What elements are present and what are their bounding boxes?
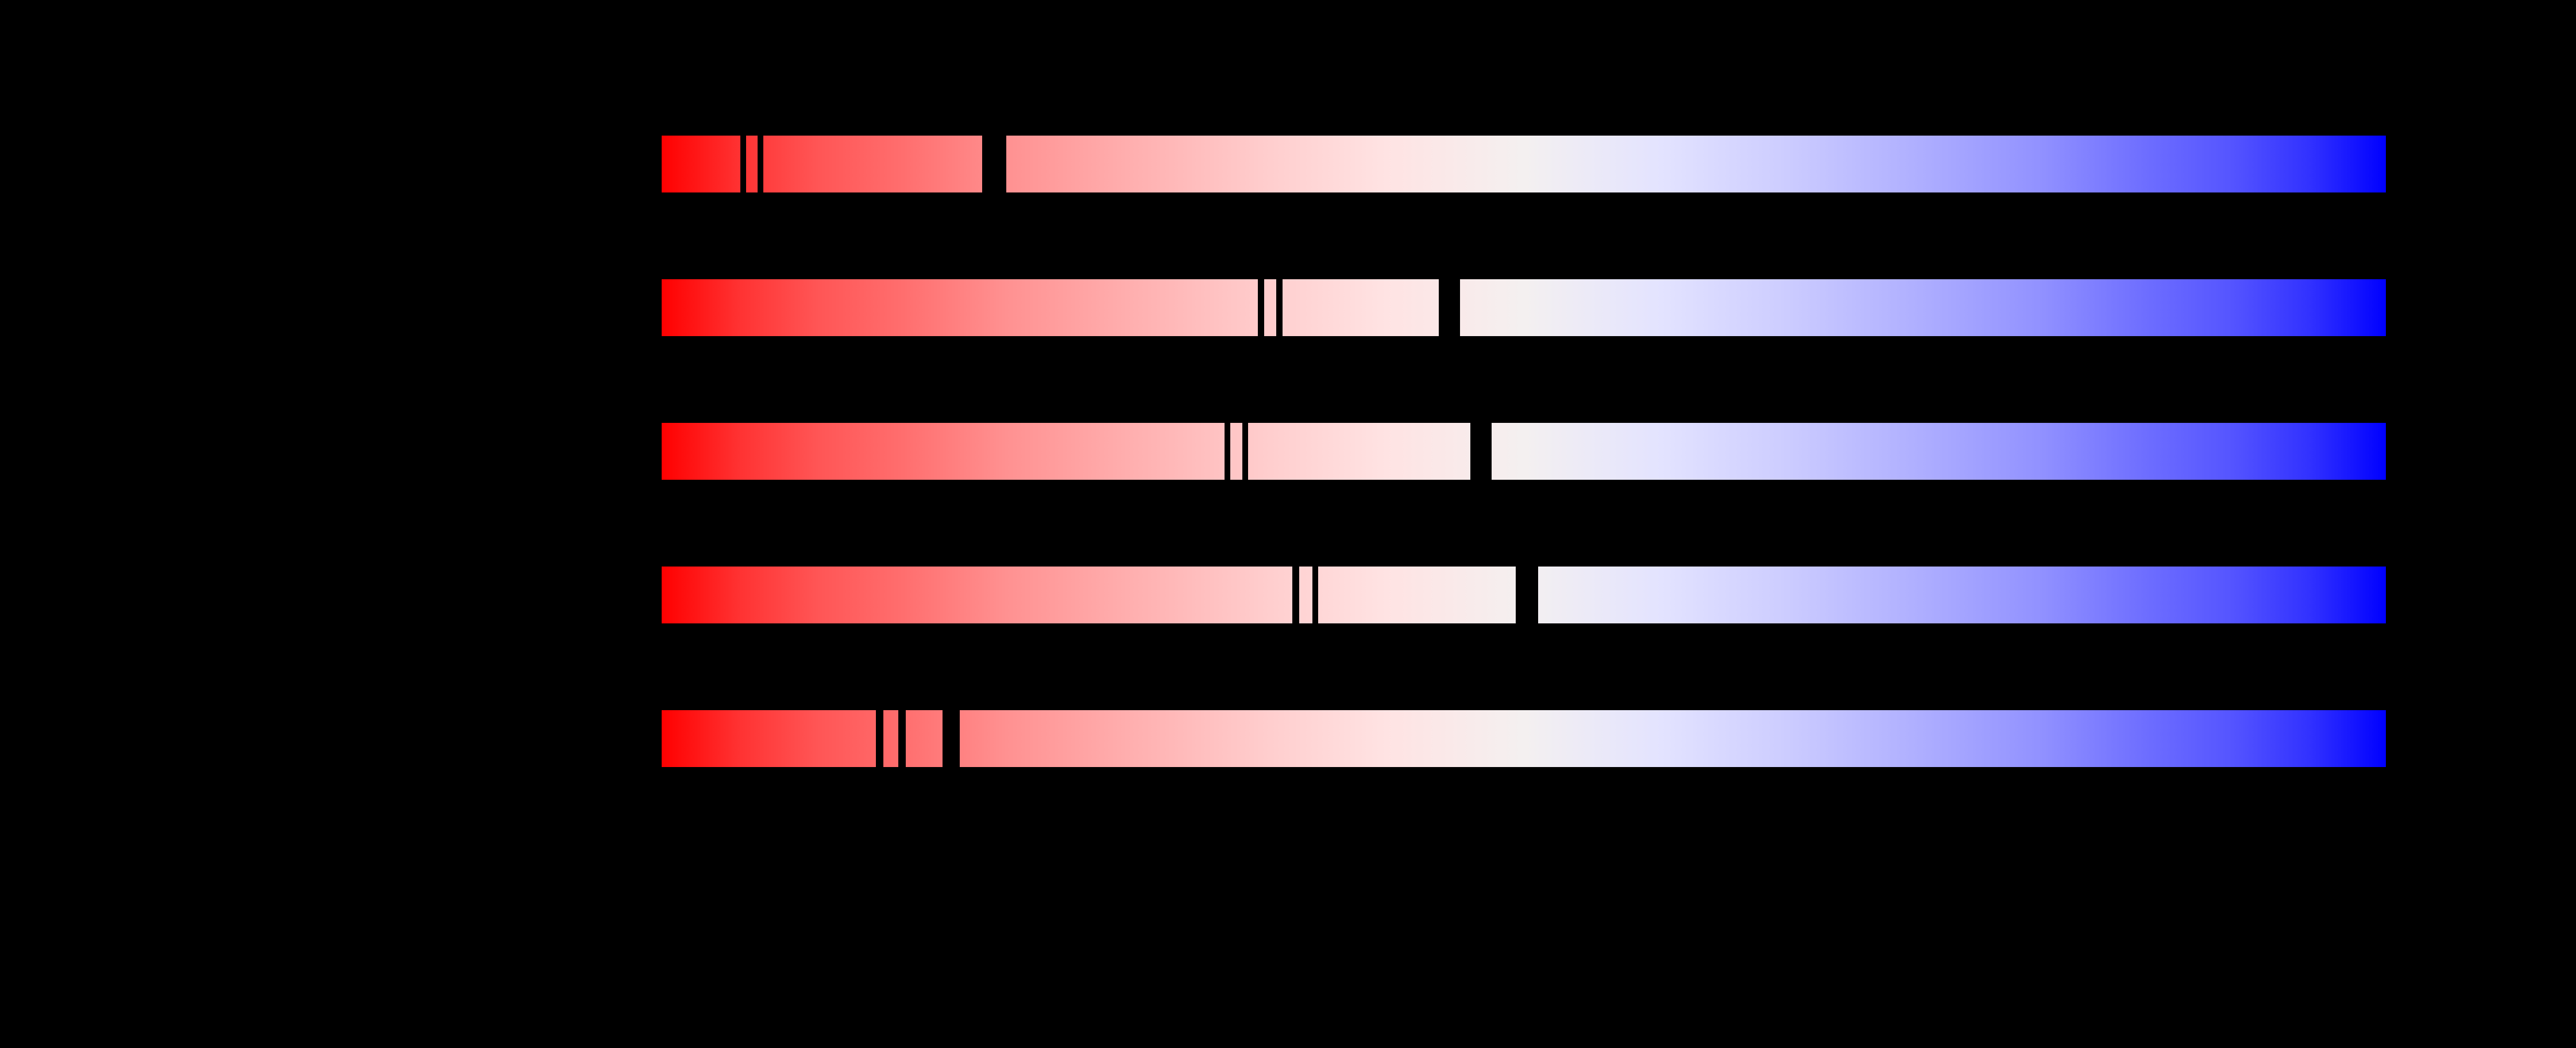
segment-gap xyxy=(1439,279,1460,336)
track-1 xyxy=(662,136,2386,192)
breakpoint-tick xyxy=(1242,423,1248,480)
track-2 xyxy=(662,279,2386,336)
breakpoint-tick xyxy=(876,710,883,767)
breakpoint-tick xyxy=(1225,423,1230,480)
segment-gap xyxy=(1470,423,1492,480)
breakpoint-tick xyxy=(1312,567,1318,623)
track-5 xyxy=(662,710,2386,767)
track-3 xyxy=(662,423,2386,480)
breakpoint-tick xyxy=(1258,279,1264,336)
breakpoint-tick xyxy=(1292,567,1299,623)
breakpoint-tick xyxy=(1276,279,1283,336)
segment-gap xyxy=(1516,567,1538,623)
segment-gap xyxy=(982,136,1006,192)
segment-gap xyxy=(943,710,960,767)
breakpoint-tick xyxy=(898,710,906,767)
breakpoint-tick xyxy=(740,136,746,192)
breakpoint-tick xyxy=(758,136,763,192)
track-4 xyxy=(662,567,2386,623)
